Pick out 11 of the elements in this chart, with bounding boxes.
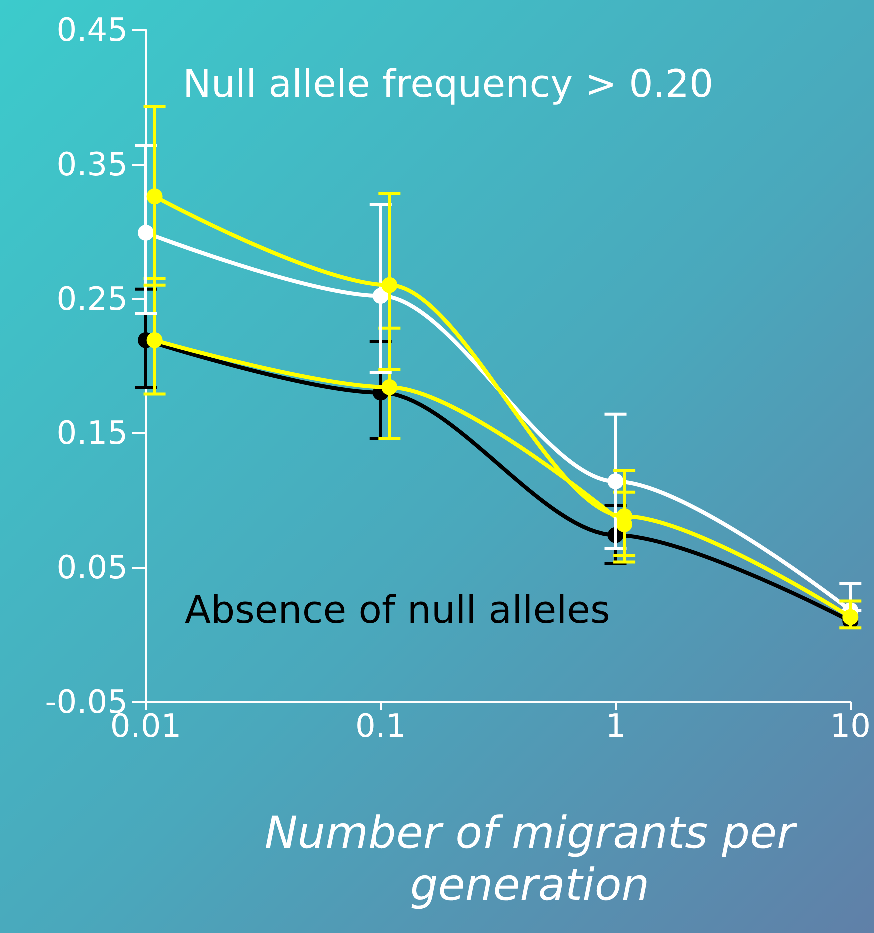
y-tick-label: 0.15 xyxy=(56,414,128,452)
x-tick-label: 1 xyxy=(606,707,626,745)
annotation: Null allele frequency > 0.20 xyxy=(183,62,714,106)
y-tick-label: 0.25 xyxy=(56,280,128,318)
y-tick-label: 0.35 xyxy=(56,145,128,184)
x-axis-title: Number of migrants per generation xyxy=(264,808,798,912)
y-tick-label: 0.05 xyxy=(56,548,128,587)
y-tick-label: 0.45 xyxy=(56,11,128,49)
x-tick-label: 0.1 xyxy=(355,707,406,745)
annotation: Absence of null alleles xyxy=(185,588,610,632)
x-tick-label: 10 xyxy=(830,707,871,745)
